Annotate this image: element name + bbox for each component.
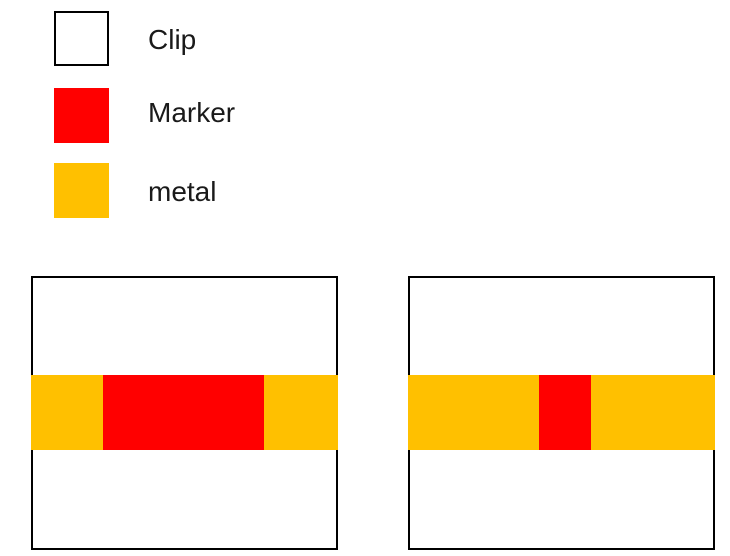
clip-left: [31, 276, 338, 550]
marker-wide: [103, 375, 264, 450]
legend-label-metal: metal: [148, 176, 217, 207]
metal-band-left: [31, 375, 338, 450]
legend-swatch-marker: [54, 88, 109, 143]
clip-right: [408, 276, 715, 550]
legend-label-marker: Marker: [148, 97, 236, 128]
marker-narrow: [539, 375, 591, 450]
legend-label-clip: Clip: [148, 24, 197, 55]
metal-band-right: [408, 375, 715, 450]
legend-swatch-metal: [54, 163, 109, 218]
legend-swatch-clip: [54, 11, 109, 66]
